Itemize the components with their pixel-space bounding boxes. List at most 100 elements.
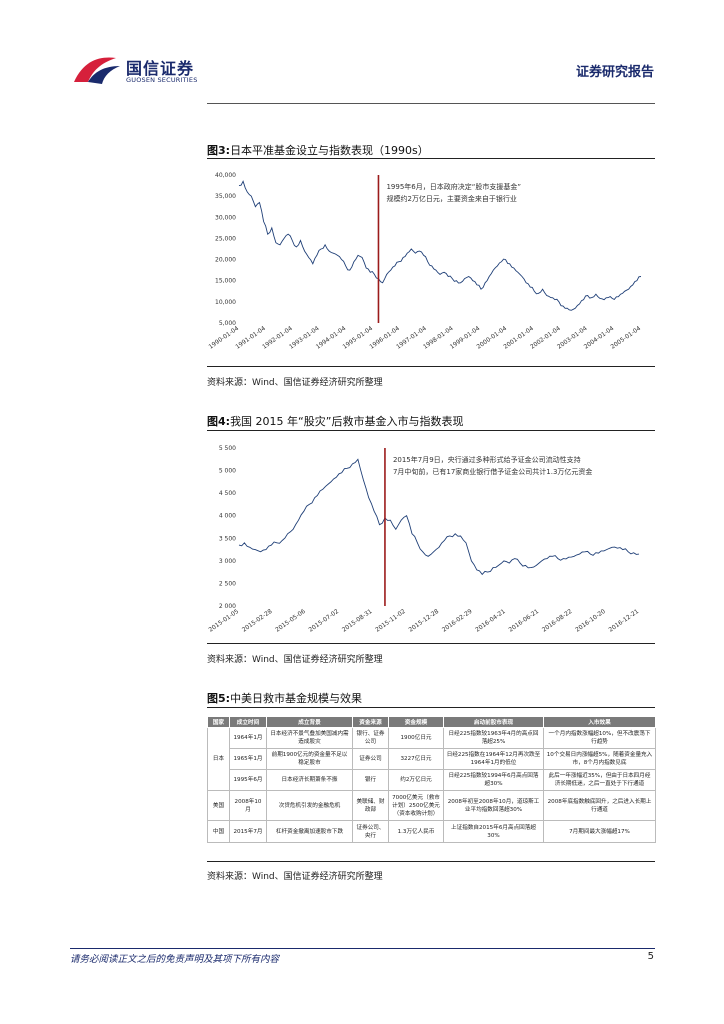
figure4-x-tick-label: 2015-11-02 [374, 608, 407, 634]
logo-english: GUOSEN SECURITIES [126, 76, 198, 84]
figure4-y-tick-label: 3 000 [219, 558, 236, 565]
table-row: 1995年6月 日本经济长期萧条不振 银行 约2万亿日元 日经225指数较199… [208, 769, 656, 791]
figure5-number: 图5: [207, 692, 231, 705]
table-row: 1965年1月 前期1900亿元的资金量不足以稳定股市 证券公司 3227亿日元… [208, 748, 656, 770]
figure4-x-tick-label: 2016-06-21 [508, 608, 541, 634]
table-row: 日本 1964年1月 日本经济不景气叠加美国减内需造成股灾 银行、证券公司 19… [207, 727, 656, 791]
table-cell-before: 日经225指数在1964年12月再次跌至1964年1月的低位 [443, 748, 544, 770]
table-header-cell: 国家 [207, 716, 230, 728]
page-header: 国信证券 GUOSEN SECURITIES 证券研究报告 [0, 0, 724, 104]
figure3-y-tick-label: 20,000 [215, 257, 236, 264]
figure4-x-tick-label: 2016-12-21 [608, 608, 641, 634]
figure3-title-text: 日本平准基金设立与指数表现（1990s） [230, 144, 429, 157]
figure4-bottom-rule [207, 643, 655, 644]
table-cell-background: 日本经济不景气叠加美国减内需造成股灾 [266, 727, 353, 749]
table-cell-time: 2008年10月 [229, 790, 267, 821]
figure3-title: 图3:日本平准基金设立与指数表现（1990s） [207, 142, 429, 158]
logo-chinese: 国信证券 [126, 59, 195, 78]
table-cell-source: 银行 [352, 769, 389, 791]
figure4-chart-svg: 5 500 5 000 4 500 4 000 3 500 3 000 2 500 2 000… [208, 445, 641, 634]
figure3-x-tick-label: 2005-01-04 [610, 325, 643, 351]
table-cell-background: 日本经济长期萧条不振 [266, 769, 353, 791]
figure3-chart-svg: 40,000 35,000 30,000 25,000 20,000 15,000 10,0… [208, 172, 643, 351]
table-cell-time: 1964年1月 [229, 727, 267, 749]
figure3-y-tick-label: 25,000 [215, 235, 236, 242]
table-cell-background: 前期1900亿元的资金量不足以稳定股市 [266, 748, 353, 770]
figure4-chart: 5 500 5 000 4 500 4 000 3 500 3 000 2 500 2 000… [207, 438, 655, 638]
page-number: 5 [647, 951, 654, 962]
figure4-y-tick-label: 5 500 [219, 445, 236, 452]
figure4-x-tick-label: 2015-02-28 [241, 608, 274, 634]
figure4-y-tick-label: 2 000 [219, 603, 236, 610]
table-cell-before: 上证指数自2015年6月高点回落超30% [443, 820, 544, 843]
table-cell-before: 2008年初至2008年10月，道琼斯工业平均指数回落超30% [443, 790, 544, 821]
table-cell-before: 日经225指数较1963年4月的高点回落超25% [443, 727, 544, 749]
table-cell-before: 日经225指数较1994年6月高点回落超30% [443, 769, 544, 791]
table-cell-background: 杠杆资金撤离加速股市下跌 [266, 820, 353, 843]
table-cell-scale: 1.3万亿人民币 [388, 820, 444, 843]
figure4-x-tick-label: 2015-01-05 [208, 608, 241, 634]
figure4-x-tick-label: 2016-10-20 [574, 608, 607, 634]
figure4-number: 图4: [207, 415, 231, 428]
figure3-y-tick-label: 40,000 [215, 172, 236, 179]
table-cell-effect: 一个月内指数涨幅超10%，但不改震荡下行趋势 [543, 727, 656, 749]
figure3-y-tick-label: 30,000 [215, 214, 236, 221]
figure4-y-tick-label: 4 000 [219, 513, 236, 520]
figure4-y-tick-label: 3 500 [219, 535, 236, 542]
figure3-top-rule [207, 158, 655, 159]
figure3-y-tick-label: 15,000 [215, 278, 236, 285]
figure3-chart: 40,000 35,000 30,000 25,000 20,000 15,000 10,0… [207, 165, 655, 360]
table-cell-scale: 3227亿日元 [388, 748, 444, 770]
table-cell-source: 证券公司 [352, 748, 389, 770]
figure5-source: 资料来源：Wind、国信证券经济研究所整理 [207, 872, 383, 882]
table-cell-source: 证券公司、央行 [352, 820, 389, 843]
figure4-x-tick-label: 2016-02-29 [441, 608, 474, 634]
figure4-series-line [238, 458, 640, 576]
figure4-x-tick-label: 2015-08-31 [341, 608, 374, 634]
figure3-y-tick-label: 35,000 [215, 193, 236, 200]
figure3-number: 图3: [207, 144, 231, 157]
figure4-x-tick-label: 2015-05-06 [274, 608, 307, 634]
figure4-y-tick-label: 2 500 [219, 580, 236, 587]
figure5-title: 图5:中美日救市基金规模与效果 [207, 690, 362, 706]
figure4-x-tick-label: 2015-12-28 [408, 608, 441, 634]
footer-disclaimer: 请务必阅读正文之后的免责声明及其项下所有内容 [70, 954, 280, 965]
table-header-cell: 资金来源 [352, 716, 389, 728]
figure4-title: 图4:我国 2015 年“股灾”后救市基金入市与指数表现 [207, 413, 463, 429]
figure3-y-tick-label: 10,000 [215, 299, 236, 306]
figure3-y-tick-label: 5,000 [219, 320, 236, 327]
table-row: 美国 2008年10月 次贷危机引发的金融危机 美联储、财政部 7000亿美元（… [207, 790, 656, 821]
guosen-logo: 国信证券 GUOSEN SECURITIES [70, 50, 200, 90]
table-header-cell: 成立时间 [229, 716, 267, 728]
table-header-row: 国家 成立时间 成立背景 资金来源 资金规模 启动前股市表现 入市效果 [207, 716, 656, 728]
figure3-series-line [238, 180, 642, 311]
figure3-annotation-text: 规模约2万亿日元，主要资金来自于银行业 [386, 194, 516, 203]
table-cell-time: 1965年1月 [229, 748, 267, 770]
figure3-annotation-text: 1995年6月，日本政府决定“股市支援基金” [386, 182, 521, 191]
guosen-logo-icon [74, 57, 120, 84]
table-cell-effect: 10个交易日内涨幅超5%，随着资金量充入市，8个月内指数见底 [543, 748, 656, 770]
table-cell-effect: 2008年底指数触底回升，之后进入长期上行通道 [543, 790, 656, 821]
table-cell-country: 日本 [207, 727, 230, 791]
table-cell-scale: 1900亿日元 [388, 727, 444, 749]
table-cell-time: 2015年7月 [229, 820, 267, 843]
figure4-annotation-text: 2015年7月9日，央行通过多种形式给予证金公司流动性支持 [393, 455, 581, 464]
table-cell-source: 银行、证券公司 [352, 727, 389, 749]
table-header-cell: 资金规模 [388, 716, 444, 728]
figure4-source: 资料来源：Wind、国信证券经济研究所整理 [207, 655, 383, 665]
table-cell-time: 1995年6月 [229, 769, 267, 791]
table-cell-country: 中国 [207, 820, 230, 843]
table-header-cell: 成立背景 [266, 716, 353, 728]
figure4-top-rule [207, 430, 655, 431]
figure3-bottom-rule [207, 366, 655, 367]
header-divider [207, 103, 655, 104]
rescue-fund-table: 国家 成立时间 成立背景 资金来源 资金规模 启动前股市表现 入市效果 日本 1… [207, 716, 656, 843]
table-cell-country: 美国 [207, 790, 230, 821]
figure4-y-tick-label: 4 500 [219, 490, 236, 497]
table-row: 中国 2015年7月 杠杆资金撤离加速股市下跌 证券公司、央行 1.3万亿人民币… [207, 820, 656, 843]
figure5-top-rule [207, 707, 655, 708]
table-header-cell: 入市效果 [543, 716, 656, 728]
table-cell-background: 次贷危机引发的金融危机 [266, 790, 353, 821]
figure3-source: 资料来源：Wind、国信证券经济研究所整理 [207, 378, 383, 388]
table-cell-effect: 此后一年涨幅近35%，但由于日本四月经济长期低迷，之后一直处于下行通道 [543, 769, 656, 791]
